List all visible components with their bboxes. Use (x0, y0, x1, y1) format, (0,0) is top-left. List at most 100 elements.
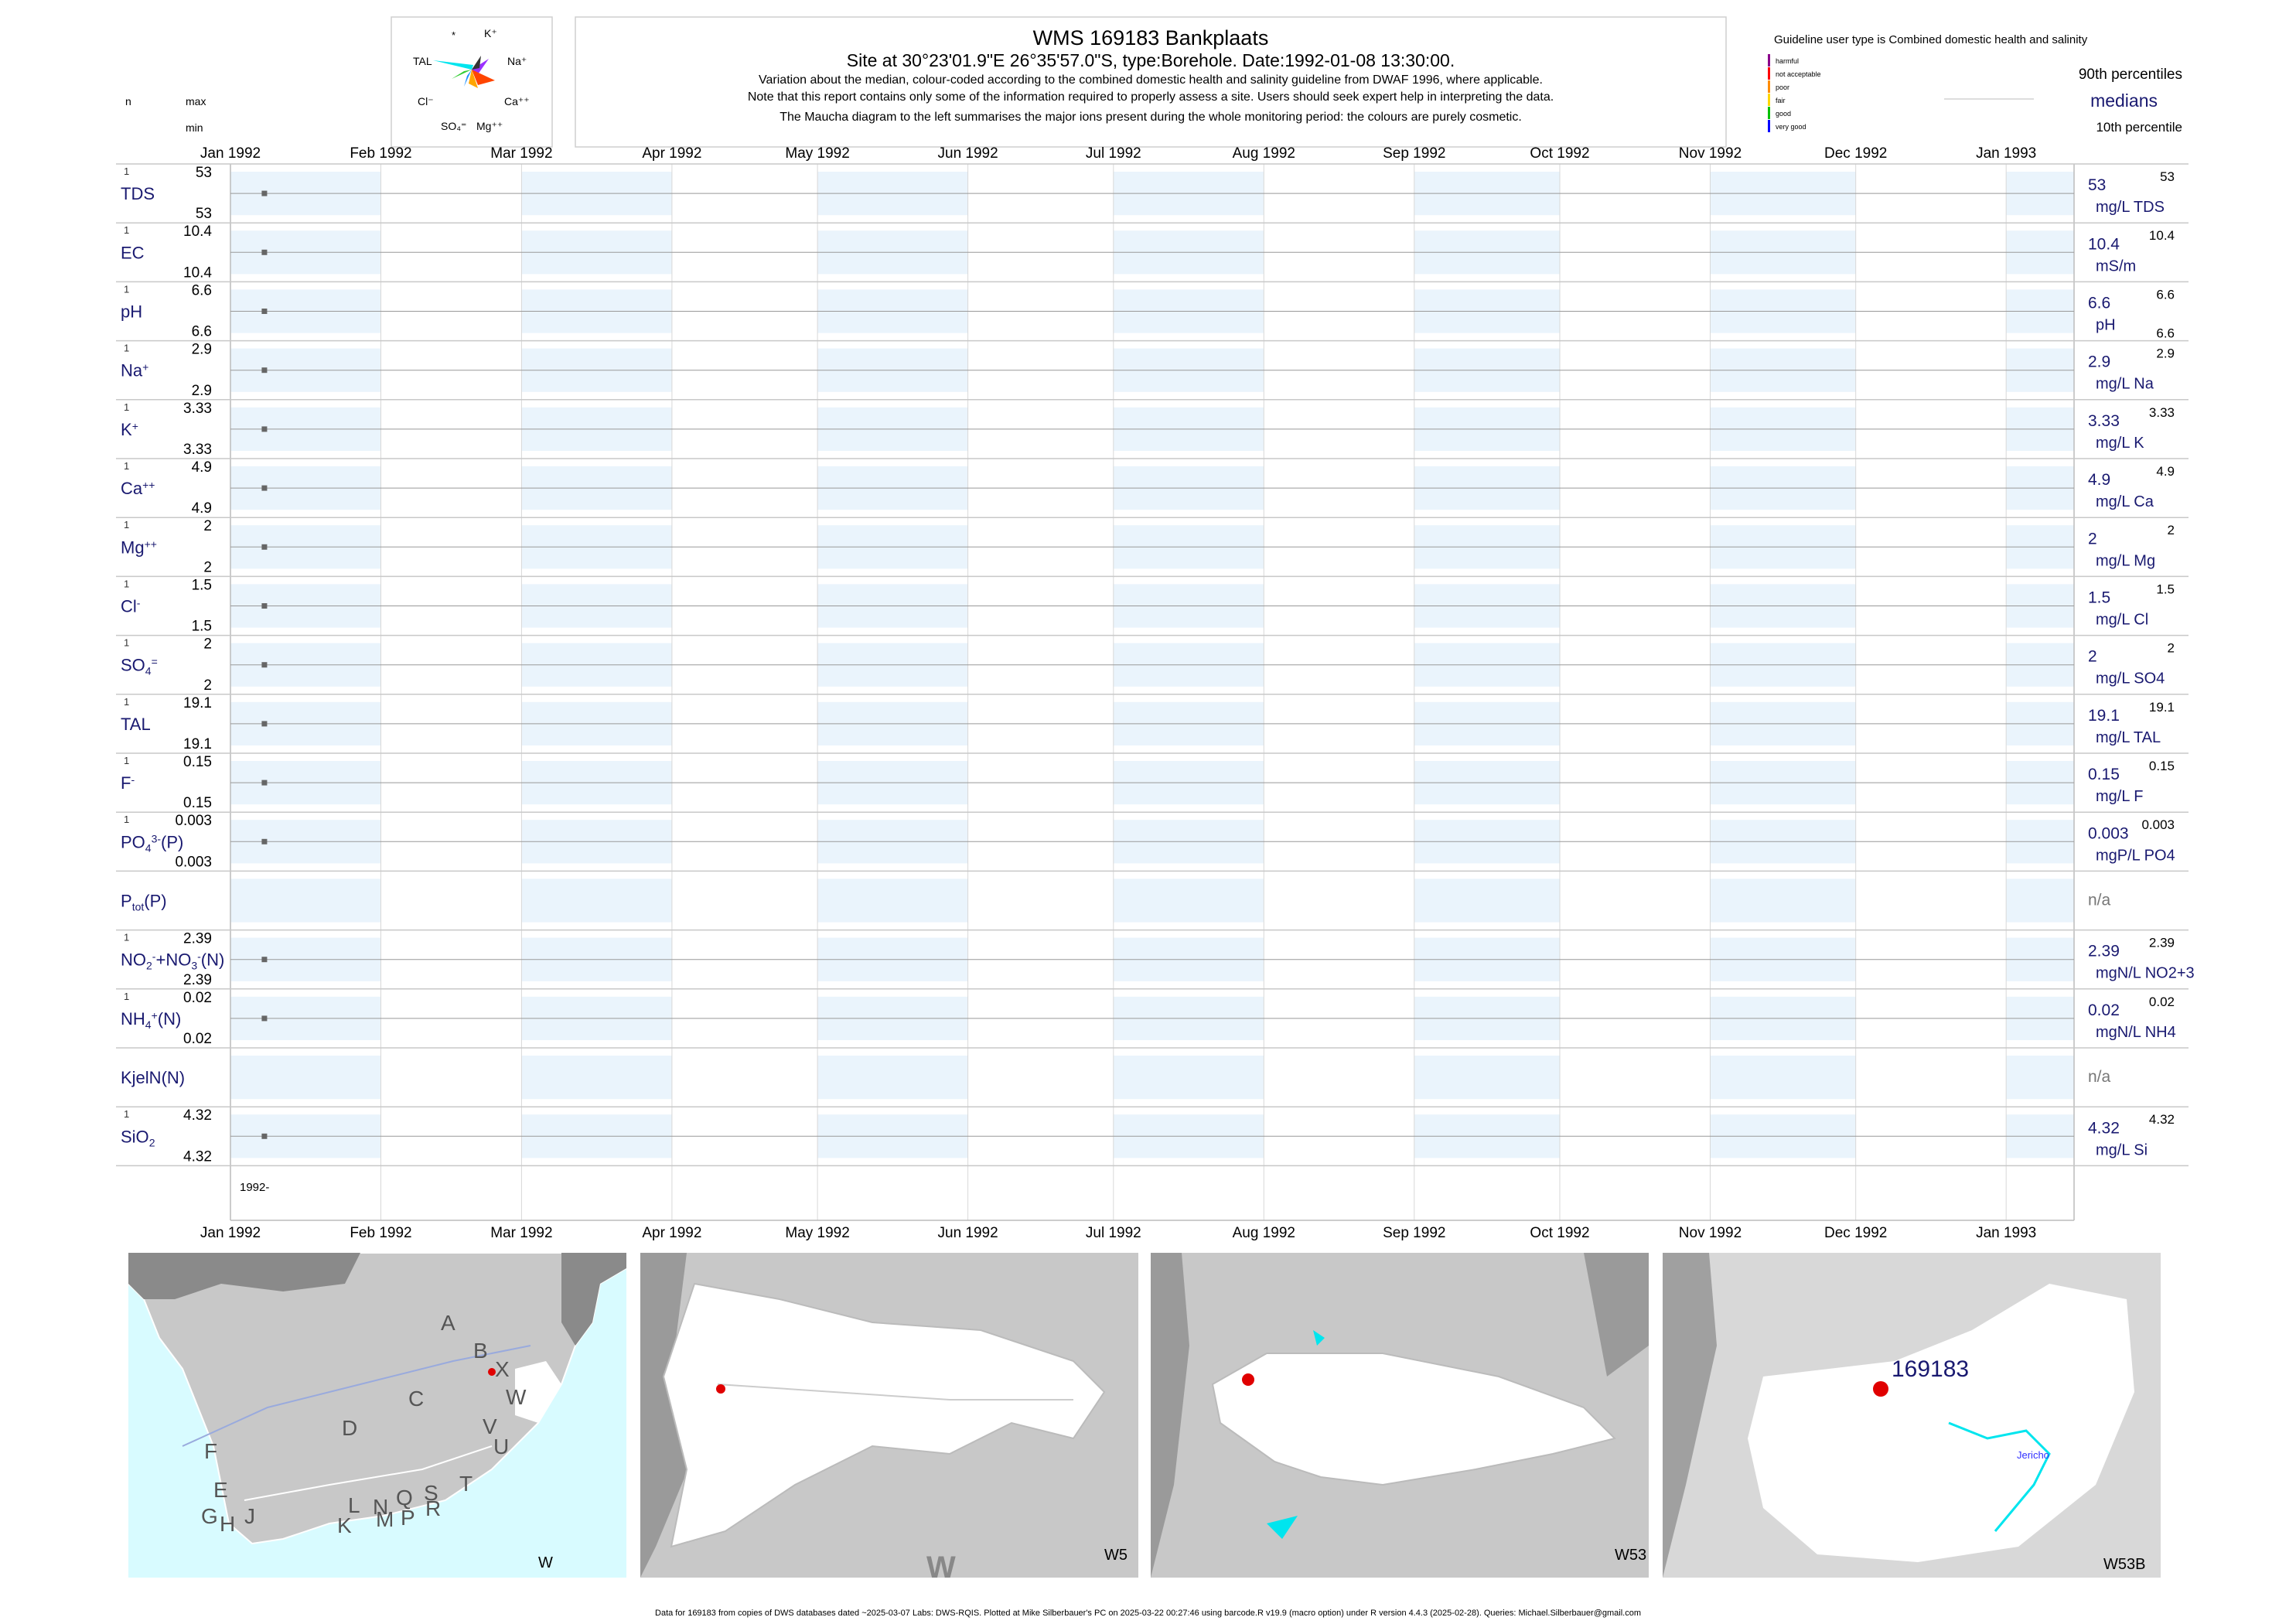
map-label: W53B (2103, 1556, 2146, 1573)
parameter-label: Mg++ (121, 537, 157, 557)
parameter-label: TDS (121, 184, 155, 203)
maucha-label: Na⁺ (507, 55, 527, 67)
sample-count: 1 (124, 519, 129, 531)
parameter-label: NO2-+NO3-(N) (121, 950, 224, 972)
row-p90: 10.4 (2149, 228, 2175, 243)
month-band (1113, 1056, 1264, 1100)
data-point (261, 780, 268, 786)
legend-swatch (1768, 80, 1770, 93)
month-band (2006, 879, 2074, 923)
min-header: min (186, 121, 203, 134)
parameter-label: F- (121, 773, 135, 793)
legend-p10: 10th percentile (2096, 120, 2182, 135)
catchment-region-label: W (506, 1385, 527, 1409)
maucha-diagram: * K⁺ TAL Na⁺ Cl⁻ Ca⁺⁺ SO₄⁼ Mg⁺⁺ (391, 16, 553, 148)
row-median: 1.5 (2088, 589, 2110, 607)
row-p90: 3.33 (2149, 405, 2175, 420)
maucha-petal-ca (472, 70, 495, 85)
legend-swatch (1768, 107, 1770, 119)
parameter-label: Cl- (121, 597, 141, 616)
data-point (261, 1015, 268, 1022)
data-point (261, 721, 268, 727)
catchment-region-label: C (408, 1387, 424, 1411)
legend-class-label: very good (1776, 123, 1806, 131)
sample-count: 1 (124, 814, 129, 825)
row-min: 4.9 (192, 500, 212, 517)
x-tick-label-bottom: May 1992 (785, 1225, 849, 1241)
month-band (1710, 879, 1856, 923)
parameter-label: K+ (121, 420, 138, 439)
data-point (261, 603, 268, 609)
row-min: 0.15 (183, 795, 212, 811)
map-w53b: 169183 Jericho W53B (1663, 1253, 2161, 1578)
site-dot (716, 1384, 725, 1394)
catchment-region-label: Q (396, 1486, 413, 1510)
data-point (261, 1133, 268, 1139)
sample-count: 1 (124, 460, 129, 472)
parameter-label: EC (121, 243, 145, 262)
parameter-label: Ca++ (121, 479, 155, 498)
row-max: 0.003 (175, 813, 212, 829)
site-dot (1873, 1381, 1888, 1397)
row-p90: 2.9 (2156, 346, 2175, 361)
row-min: 4.32 (183, 1148, 212, 1165)
legend-class-label: good (1776, 110, 1791, 118)
row-p90: 1.5 (2156, 582, 2175, 596)
row-unit: mg/L F (2096, 788, 2144, 805)
row-p90: 0.15 (2149, 759, 2175, 773)
x-tick-label-bottom: Jun 1992 (938, 1225, 998, 1241)
catchment-region-label: U (493, 1435, 509, 1459)
x-tick-label-bottom: Jan 1993 (1976, 1225, 2036, 1241)
sample-count: 1 (124, 165, 129, 177)
row-max: 1.5 (192, 577, 212, 593)
maucha-petal-tal (433, 60, 473, 70)
row-max: 2 (203, 636, 212, 653)
row-p90: 6.6 (2156, 287, 2175, 302)
catchment-region-label: A (441, 1311, 455, 1335)
catchment-region-label: L (348, 1493, 360, 1517)
map-label: W (538, 1554, 553, 1571)
chart-title: WMS 169183 Bankplaats (1033, 26, 1269, 49)
legend: Guideline user type is Combined domestic… (1768, 33, 2182, 135)
row-min: 53 (196, 206, 212, 222)
x-tick-label-top: Aug 1992 (1233, 145, 1295, 162)
x-tick-label-bottom: Jan 1992 (200, 1225, 261, 1241)
sample-count: 1 (124, 696, 129, 708)
row-min: 3.33 (183, 442, 212, 458)
month-band (817, 1056, 968, 1100)
legend-swatch (1768, 67, 1770, 80)
sample-count: 1 (124, 343, 129, 354)
data-point (261, 190, 268, 196)
maucha-label: * (452, 29, 455, 41)
legend-p90: 90th percentiles (2079, 67, 2182, 83)
row-max: 0.02 (183, 990, 212, 1006)
catchment-region-label: R (425, 1496, 441, 1520)
parameter-label: Ptot(P) (121, 892, 167, 913)
sample-count: 1 (124, 224, 129, 236)
month-band (230, 1056, 381, 1100)
chart-subtitle: Site at 30°23'01.9"E 26°35'57.0"S, type:… (847, 50, 1455, 70)
row-median: 0.15 (2088, 766, 2120, 783)
row-unit: mg/L Ca (2096, 493, 2154, 510)
legend-class-label: not acceptable (1776, 70, 1821, 78)
catchment-region-label: M (376, 1507, 394, 1531)
map-w53: W53 (1151, 1253, 1649, 1578)
x-tick-label-top: Oct 1992 (1530, 145, 1589, 162)
month-band (1414, 879, 1560, 923)
x-tick-label-top: Nov 1992 (1679, 145, 1742, 162)
maucha-petal-mg (469, 70, 478, 88)
x-tick-label-top: Mar 1992 (490, 145, 552, 162)
x-tick-label-bottom: Oct 1992 (1530, 1225, 1589, 1241)
legend-class-label: poor (1776, 84, 1789, 91)
row-max: 2 (203, 518, 212, 534)
row-max: 4.9 (192, 459, 212, 476)
row-median: 2 (2088, 648, 2097, 666)
maucha-petal-na (472, 59, 489, 74)
x-tick-label-bottom: Jul 1992 (1086, 1225, 1141, 1241)
maucha-petal-so4 (464, 70, 472, 87)
data-point (261, 957, 268, 963)
max-header: max (186, 95, 206, 107)
data-point (261, 309, 268, 314)
row-p90: 19.1 (2149, 700, 2175, 715)
